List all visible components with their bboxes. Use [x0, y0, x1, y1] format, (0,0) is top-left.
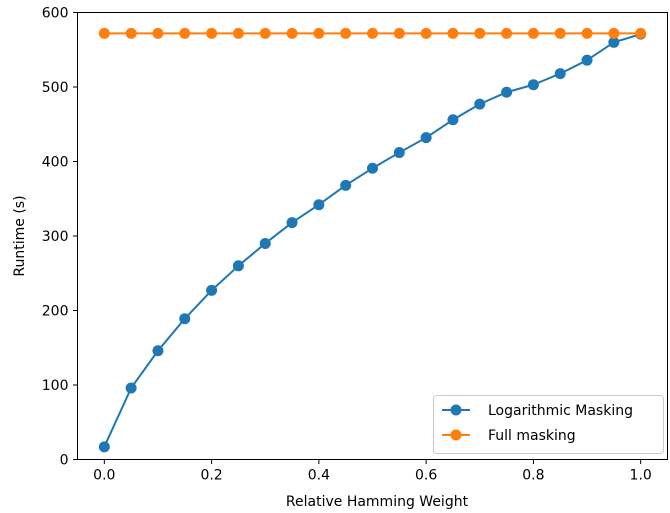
data-point-full-masking [581, 27, 593, 39]
y-tick-label: 300 [42, 229, 69, 245]
data-point-logarithmic-masking [286, 217, 298, 229]
data-point-full-masking [179, 27, 191, 39]
x-tick-label: 1.0 [630, 468, 652, 484]
data-point-logarithmic-masking [474, 98, 486, 110]
data-point-full-masking [608, 27, 620, 39]
data-point-full-masking [501, 27, 513, 39]
x-tick-label: 0.6 [415, 468, 437, 484]
data-point-logarithmic-masking [554, 68, 566, 80]
data-point-logarithmic-masking [367, 162, 378, 174]
data-point-logarithmic-masking [340, 179, 352, 191]
y-axis: 0 100 200 300 400 500 600 [42, 6, 78, 469]
legend: Logarithmic Masking Full masking [433, 395, 664, 454]
data-point-logarithmic-masking [125, 382, 137, 394]
data-point-full-masking [313, 27, 325, 39]
data-point-logarithmic-masking [98, 441, 110, 453]
plot-frame [77, 12, 668, 460]
data-point-full-masking [125, 27, 137, 39]
y-tick-label: 0 [60, 453, 69, 469]
x-axis: 0.0 0.2 0.4 0.6 0.8 1.0 [93, 459, 652, 484]
data-point-logarithmic-masking [420, 132, 432, 144]
data-point-logarithmic-masking [259, 237, 271, 249]
data-point-logarithmic-masking [393, 147, 405, 159]
data-point-full-masking [420, 27, 432, 39]
x-tick-label: 0.4 [308, 468, 330, 484]
data-point-logarithmic-masking [608, 36, 620, 48]
data-point-full-masking [152, 27, 164, 39]
data-point-full-masking [393, 27, 405, 39]
data-point-full-masking [527, 27, 539, 39]
data-point-logarithmic-masking [527, 79, 539, 91]
data-point-full-masking [259, 27, 271, 39]
y-tick-label: 400 [42, 155, 69, 171]
data-point-logarithmic-masking [232, 260, 244, 272]
data-point-full-masking [206, 27, 218, 39]
data-point-full-masking [286, 27, 298, 39]
data-point-logarithmic-masking [206, 284, 218, 296]
data-point-logarithmic-masking [152, 345, 164, 357]
series-line-logarithmic-masking [103, 33, 642, 448]
data-point-logarithmic-masking [581, 54, 593, 66]
data-point-logarithmic-masking [447, 114, 459, 126]
y-axis-label: Runtime (s) [12, 195, 28, 276]
data-point-full-masking [474, 27, 486, 39]
x-tick-label: 0.8 [522, 468, 544, 484]
data-point-full-masking [98, 27, 110, 39]
x-axis-label: Relative Hamming Weight [286, 494, 469, 510]
data-point-full-masking [554, 27, 566, 39]
y-tick-label: 500 [42, 80, 69, 96]
legend-label-full-masking: Full masking [488, 428, 576, 444]
data-point-logarithmic-masking [501, 86, 513, 98]
x-tick-label: 0.2 [200, 468, 222, 484]
y-tick-label: 200 [42, 304, 69, 320]
legend-marker-logarithmic-masking [450, 404, 462, 416]
data-point-full-masking [232, 27, 244, 39]
data-point-full-masking [340, 27, 352, 39]
data-point-logarithmic-masking [313, 199, 325, 211]
data-point-full-masking [447, 27, 459, 39]
y-tick-label: 600 [42, 6, 69, 22]
data-point-full-masking [367, 27, 378, 39]
y-tick-label: 100 [42, 378, 69, 394]
data-point-full-masking [635, 27, 647, 39]
legend-label-logarithmic-masking: Logarithmic Masking [488, 403, 633, 419]
x-tick-label: 0.0 [93, 468, 115, 484]
legend-marker-full-masking [450, 429, 462, 441]
series-layer [98, 27, 647, 453]
data-point-logarithmic-masking [179, 313, 191, 325]
legend-box [433, 395, 664, 454]
